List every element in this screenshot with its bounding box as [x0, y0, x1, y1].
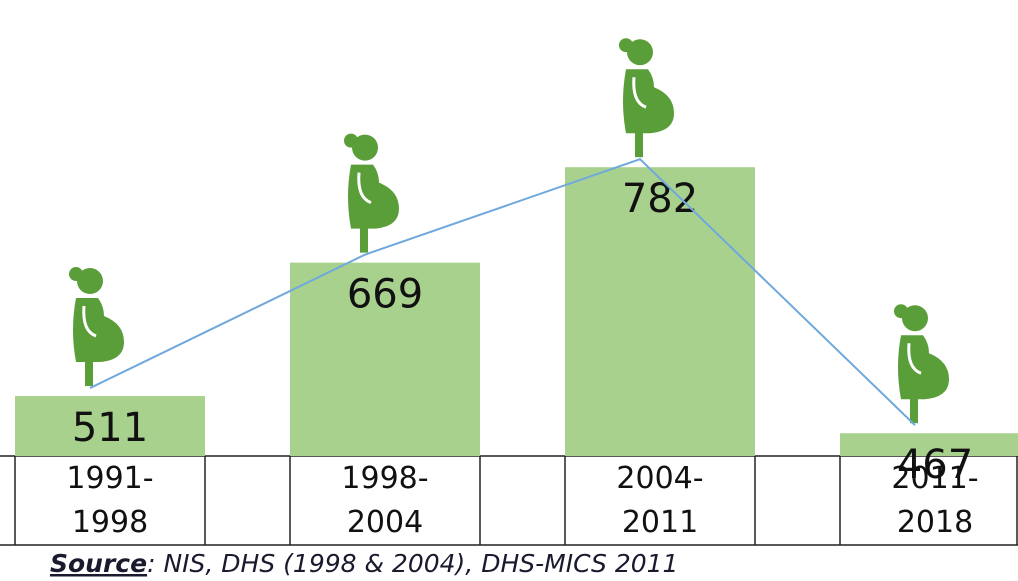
tick-line: 2004: [347, 505, 423, 540]
icon-body: [898, 335, 949, 400]
x-tick-label: 1998- 2004: [341, 461, 428, 540]
icon-arm: [632, 77, 647, 109]
icon-head: [627, 39, 653, 66]
icon-leg: [85, 360, 93, 387]
tick-line: 2011: [622, 505, 698, 540]
icon-bun: [344, 133, 358, 148]
icon-body: [623, 69, 674, 134]
icon-head: [352, 134, 378, 161]
tick-line: 1998: [72, 505, 148, 540]
icon-leg: [635, 131, 643, 158]
pregnant-icon: [344, 133, 399, 253]
icon-bun: [894, 304, 908, 319]
icon-body: [348, 164, 399, 229]
bar: [840, 433, 1018, 456]
bar: [565, 167, 755, 456]
icon-body: [73, 298, 124, 363]
value-label: 669: [347, 272, 423, 318]
tick-line: 1991-: [66, 461, 153, 496]
icon-bun: [619, 38, 633, 53]
icon-arm: [357, 172, 372, 205]
icon-head: [77, 268, 103, 295]
pregnant-icon: [894, 304, 949, 424]
x-tick-label: 1991- 1998: [66, 461, 153, 540]
source-text: : NIS, DHS (1998 & 2004), DHS-MICS 2011: [147, 549, 678, 578]
pregnant-icon: [69, 267, 124, 387]
bar: [290, 262, 480, 456]
value-label: 467: [897, 442, 973, 488]
bar: [15, 396, 205, 456]
icon-head: [902, 305, 928, 332]
icon-bun: [69, 267, 83, 282]
icon-leg: [910, 397, 918, 424]
tick-line: 2004-: [616, 461, 703, 496]
source-note: Source: NIS, DHS (1998 & 2004), DHS-MICS…: [50, 549, 678, 578]
value-label: 511: [72, 405, 148, 451]
x-tick-label: 2011- 2018: [891, 461, 978, 540]
tick-line: 2011-: [891, 461, 978, 496]
value-label: 782: [622, 176, 698, 222]
icon-arm: [907, 343, 922, 375]
icon-arm: [82, 305, 97, 338]
tick-line: 1998-: [341, 461, 428, 496]
icon-leg: [360, 226, 368, 253]
pregnant-icon: [619, 38, 674, 158]
tick-line: 2018: [897, 505, 973, 540]
source-label: Source: [50, 549, 147, 578]
trend-line: [89, 158, 916, 426]
x-tick-label: 2004- 2011: [616, 461, 703, 540]
